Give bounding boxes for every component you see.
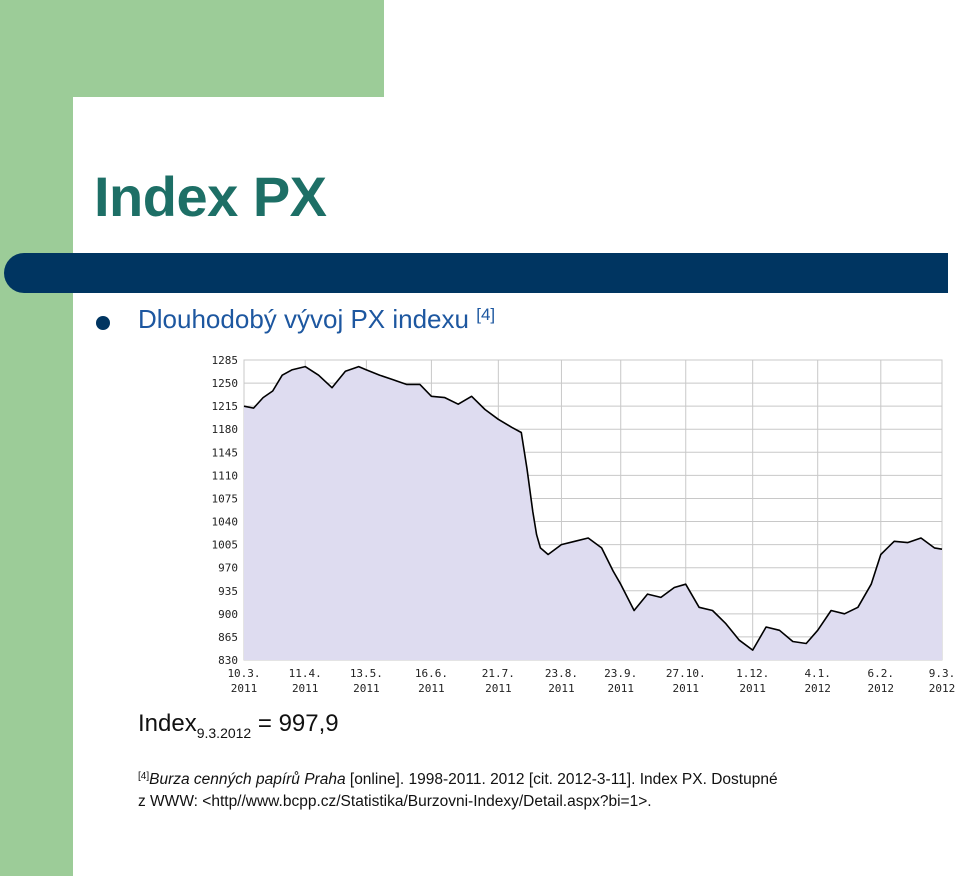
- index-label: Index: [138, 710, 197, 737]
- x-tick-label-year: 2012: [929, 682, 956, 695]
- px-index-chart: 1285 1250 1215 1180 1145 1110 1075 1040 1005 970 9…: [212, 354, 956, 695]
- index-value: = 997,9: [257, 710, 339, 737]
- y-tick-label: 1005: [212, 539, 239, 552]
- current-index-value: Index9.3.2012 = 997,9: [138, 710, 339, 741]
- x-tick-label-year: 2012: [868, 682, 895, 695]
- x-tick-label-date: 23.9.: [604, 667, 637, 680]
- x-tick-label-date: 16.6.: [415, 667, 448, 680]
- x-tick-label-date: 10.3.: [227, 667, 260, 680]
- bullet-text: Dlouhodobý vývoj PX indexu [4]: [138, 304, 495, 335]
- x-tick-labels: 10.3. 2011 11.4. 2011 13.5. 2011 16.6. 2011 21.7…: [227, 667, 955, 695]
- bullet-reference: [4]: [476, 305, 496, 324]
- x-tick-label-date: 13.5.: [350, 667, 383, 680]
- x-tick-label-date: 11.4.: [289, 667, 322, 680]
- y-tick-label: 1110: [212, 469, 239, 482]
- y-tick-label: 830: [218, 654, 238, 667]
- x-tick-label-date: 21.7.: [482, 667, 515, 680]
- x-tick-label-year: 2011: [672, 682, 699, 695]
- citation-ref: [4]: [138, 771, 150, 782]
- index-date: 9.3.2012: [196, 725, 252, 741]
- y-tick-label: 1215: [212, 400, 239, 413]
- x-tick-label-year: 2011: [353, 682, 380, 695]
- y-tick-label: 935: [218, 585, 238, 598]
- x-tick-label-date: 27.10.: [666, 667, 706, 680]
- x-tick-label-year: 2011: [548, 682, 575, 695]
- decorative-left-band: [0, 0, 73, 876]
- citation-source: Burza cenných papírů Praha: [149, 771, 346, 788]
- x-tick-label-date: 9.3.: [929, 667, 956, 680]
- y-tick-label: 900: [218, 608, 238, 621]
- y-tick-label: 1250: [212, 377, 239, 390]
- citation-details: [online]. 1998-2011. 2012 [cit. 2012-3-1…: [345, 771, 778, 788]
- x-tick-label-year: 2011: [607, 682, 634, 695]
- y-tick-label: 1145: [212, 446, 239, 459]
- slide-title: Index PX: [94, 165, 327, 228]
- series-area-fill: [244, 366, 942, 660]
- x-tick-label-year: 2011: [292, 682, 319, 695]
- series-line: [243, 365, 943, 651]
- y-tick-labels: 1285 1250 1215 1180 1145 1110 1075 1040 1005 970 9…: [212, 354, 239, 667]
- decorative-top-band: [0, 0, 384, 97]
- y-tick-label: 1075: [212, 492, 239, 505]
- x-tick-label-year: 2011: [739, 682, 766, 695]
- y-tick-label: 1285: [212, 354, 239, 367]
- bullet-icon: [96, 316, 110, 330]
- y-tick-label: 1040: [212, 516, 239, 529]
- x-tick-label-date: 23.8.: [545, 667, 578, 680]
- source-citation: [4]Burza cenných papírů Praha [online]. …: [138, 766, 928, 813]
- y-tick-label: 865: [218, 631, 238, 644]
- y-tick-label: 1180: [212, 423, 239, 436]
- x-tick-label-year: 2011: [418, 682, 445, 695]
- title-divider-bar: [4, 253, 948, 293]
- x-tick-label-date: 4.1.: [804, 667, 831, 680]
- x-tick-label-year: 2011: [485, 682, 512, 695]
- x-tick-label-date: 6.2.: [868, 667, 895, 680]
- x-tick-label-date: 1.12.: [736, 667, 769, 680]
- citation-url: z WWW: <http//www.bcpp.cz/Statistika/Bur…: [138, 793, 652, 810]
- bullet-text-main: Dlouhodobý vývoj PX indexu: [138, 304, 469, 334]
- x-tick-label-year: 2012: [804, 682, 831, 695]
- x-tick-label-year: 2011: [231, 682, 258, 695]
- y-tick-label: 970: [218, 562, 238, 575]
